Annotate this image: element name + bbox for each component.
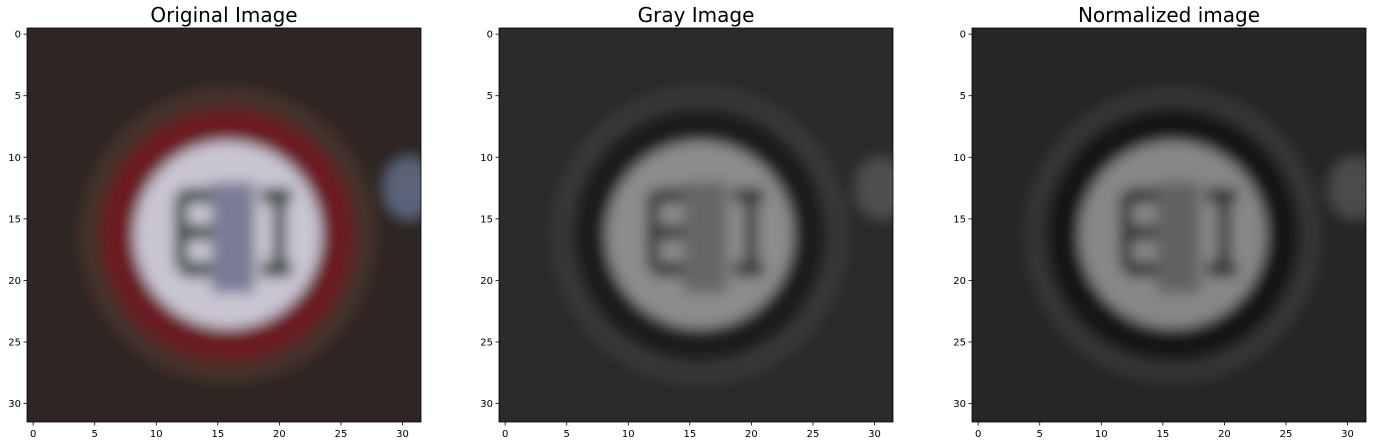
x-tick-label: 5 <box>564 429 570 440</box>
y-tick-label: 20 <box>8 276 21 287</box>
blob <box>1329 157 1366 219</box>
y-tick-label: 5 <box>15 91 21 102</box>
y-tick-label: 5 <box>487 91 493 102</box>
digit <box>180 225 212 240</box>
y-tick-label: 20 <box>480 276 493 287</box>
x-tick-label: 10 <box>1095 429 1108 440</box>
x-tick-label: 25 <box>807 429 820 440</box>
digit <box>174 194 188 269</box>
x-tick-label: 5 <box>1037 429 1043 440</box>
y-tick-label: 15 <box>480 214 493 225</box>
blob <box>384 157 421 219</box>
y-tick-label: 10 <box>480 153 493 164</box>
x-tick-label: 30 <box>396 429 409 440</box>
y-tick-label: 25 <box>480 337 493 348</box>
image-pixels <box>27 28 421 422</box>
image <box>972 28 1366 422</box>
digit <box>652 188 684 203</box>
digit <box>1125 225 1157 240</box>
y-tick-label: 30 <box>8 399 21 410</box>
axes-frame <box>498 27 894 423</box>
digit <box>1125 261 1157 277</box>
y-tick-label: 10 <box>8 153 21 164</box>
digit <box>652 225 684 240</box>
subplot-title: Gray Image <box>638 3 755 27</box>
digit <box>1119 194 1133 269</box>
subplot-title: Original Image <box>150 3 297 27</box>
y-tick-label: 25 <box>953 337 966 348</box>
image <box>27 28 421 422</box>
y-tick-label: 25 <box>8 337 21 348</box>
y-tick-label: 15 <box>953 214 966 225</box>
digit <box>646 194 660 269</box>
center <box>683 181 727 293</box>
y-tick-label: 30 <box>480 399 493 410</box>
image-pixels <box>499 28 893 422</box>
x-tick-label: 15 <box>211 429 224 440</box>
x-tick-label: 30 <box>1341 429 1354 440</box>
x-tick-label: 0 <box>30 429 36 440</box>
image <box>499 28 893 422</box>
center <box>211 181 255 293</box>
axes-frame <box>971 27 1367 423</box>
y-tick-label: 5 <box>960 91 966 102</box>
y-tick-label: 0 <box>487 30 493 41</box>
y-tick-label: 30 <box>953 399 966 410</box>
x-tick-label: 15 <box>683 429 696 440</box>
y-tick-label: 15 <box>8 214 21 225</box>
x-tick-label: 5 <box>92 429 98 440</box>
y-tick-label: 0 <box>960 30 966 41</box>
digit <box>652 261 684 277</box>
digit <box>180 261 212 277</box>
image-pixels <box>972 28 1366 422</box>
x-tick-label: 20 <box>273 429 286 440</box>
digit <box>1218 194 1231 269</box>
x-tick-label: 20 <box>1218 429 1231 440</box>
x-tick-label: 25 <box>335 429 348 440</box>
y-tick-label: 20 <box>953 276 966 287</box>
digit <box>180 188 212 203</box>
y-tick-label: 10 <box>953 153 966 164</box>
x-tick-label: 20 <box>745 429 758 440</box>
y-tick-label: 0 <box>15 30 21 41</box>
digit <box>273 194 286 269</box>
x-tick-label: 10 <box>150 429 163 440</box>
subplot-title: Normalized image <box>1078 3 1260 27</box>
x-tick-label: 0 <box>502 429 508 440</box>
x-tick-label: 10 <box>622 429 635 440</box>
x-tick-label: 15 <box>1156 429 1169 440</box>
x-tick-label: 25 <box>1280 429 1293 440</box>
blob <box>856 157 893 219</box>
digit <box>1125 188 1157 203</box>
digit <box>745 194 758 269</box>
axes-frame <box>26 27 422 423</box>
x-tick-label: 30 <box>868 429 881 440</box>
x-tick-label: 0 <box>975 429 981 440</box>
center <box>1156 181 1200 293</box>
